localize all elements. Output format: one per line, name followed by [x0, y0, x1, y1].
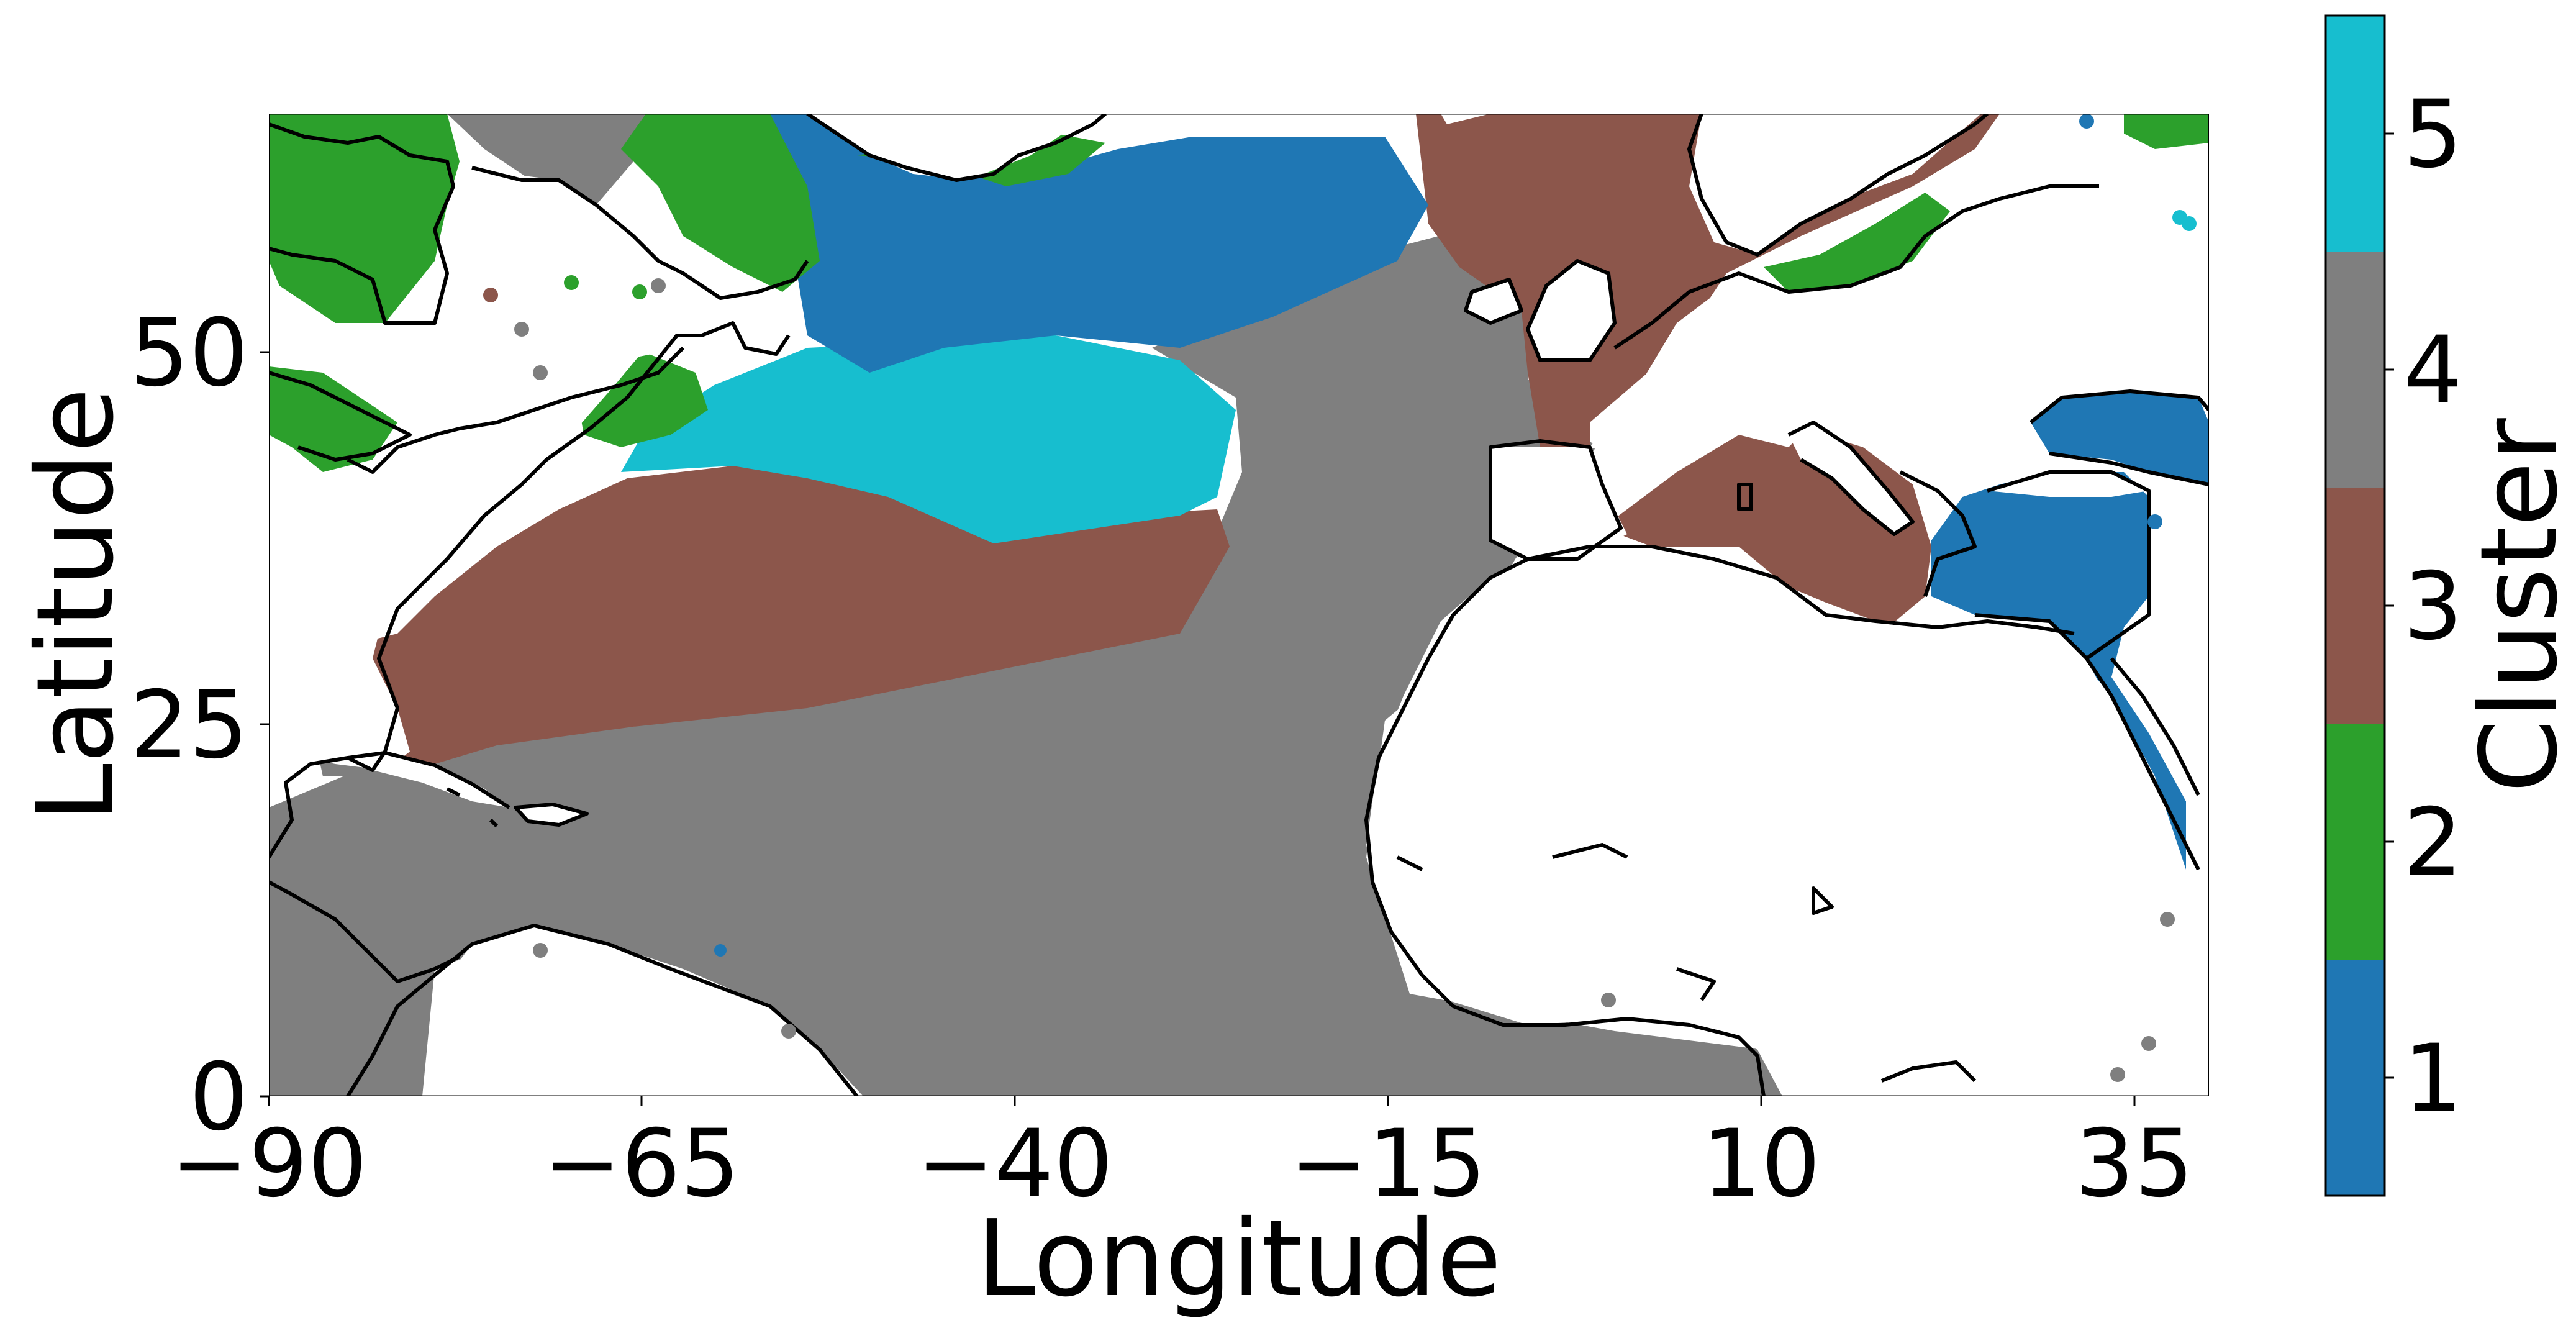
- coastline-sicily: [1737, 483, 1753, 511]
- coastline-black-sea: [2030, 389, 2209, 486]
- coastline-italy: [1787, 421, 1915, 536]
- land-iceland: [1441, 114, 1490, 124]
- region-cluster-1-subpolar: [770, 114, 1428, 373]
- coastline-africa-west: [1364, 557, 1766, 1096]
- coastline-britain: [1464, 259, 1617, 362]
- x-tick-label: −65: [543, 1110, 740, 1218]
- colorbar: 5 4 3 2 1 Cluster: [2324, 14, 2576, 1197]
- land-italy: [1789, 422, 1913, 534]
- region-cluster-4-north: [447, 114, 683, 205]
- land-africa: [1366, 547, 2209, 1096]
- colorbar-label: Cluster: [2458, 418, 2576, 793]
- land-north-america: [269, 298, 671, 857]
- y-tick-label: 0: [189, 1044, 248, 1152]
- scatter-dots: [483, 114, 2197, 1082]
- coastline-greatlakes: [269, 371, 412, 462]
- dot-cluster-4: [533, 943, 548, 958]
- colorbar-tick-label: 5: [2403, 81, 2462, 189]
- dot-cluster-1: [2147, 514, 2162, 529]
- y-tick-label: 50: [130, 299, 248, 407]
- coastline-south-america: [346, 924, 859, 1096]
- land-canada-interior: [385, 168, 782, 410]
- dot-cluster-4: [2160, 912, 2175, 927]
- coastline-red-sea: [2085, 657, 2200, 871]
- coastline-canada: [347, 346, 685, 474]
- x-tick-label: 35: [2075, 1110, 2194, 1218]
- coastline-levant: [1974, 578, 2151, 660]
- colorbar-tick-label: 3: [2403, 553, 2462, 661]
- x-tick-label: −15: [1290, 1110, 1487, 1218]
- coastline-africa-north: [1527, 545, 2075, 635]
- region-cluster-1-blacksea: [2031, 391, 2209, 484]
- x-axis-label: Longitude: [976, 1198, 1502, 1321]
- region-cluster-2-hudson: [269, 114, 460, 323]
- dot-cluster-4: [2110, 1067, 2125, 1082]
- colorbar-tick-label: 4: [2403, 317, 2462, 425]
- coastline-greenland: [806, 114, 1107, 182]
- land-south-america: [429, 926, 863, 1096]
- dot-cluster-4: [533, 365, 548, 380]
- coastline-bahamas: [446, 787, 499, 828]
- region-cluster-2-barents: [2124, 114, 2209, 149]
- land-turkey: [1987, 472, 2149, 497]
- colorbar-segment-1: [2326, 960, 2385, 1196]
- dot-cluster-1: [714, 944, 727, 957]
- coastlines: [269, 114, 2209, 1096]
- coastline-lake-chad: [1812, 886, 1834, 915]
- coastline-turkey: [1987, 470, 2151, 578]
- coastline-labrador: [471, 166, 809, 300]
- y-axis: [260, 351, 269, 1098]
- region-cluster-5-midlatitude: [621, 335, 1236, 543]
- colorbar-tick-label: 2: [2403, 789, 2462, 897]
- coastline-hudson: [269, 122, 455, 325]
- y-axis-label: Latitude: [14, 388, 137, 822]
- coastline-balkans: [1899, 470, 1977, 597]
- coastline-scandinavia: [1687, 114, 1989, 257]
- x-axis: [268, 1096, 2136, 1106]
- region-cluster-2-baltic: [1764, 193, 1950, 292]
- coastline-europe-north: [1613, 184, 2099, 350]
- coastline-central-america: [269, 880, 461, 983]
- coastline-iberia: [1489, 439, 1623, 561]
- y-tick-label: 25: [130, 671, 248, 780]
- colorbar-segment-3: [2326, 488, 2385, 724]
- land-britain: [1528, 261, 1615, 360]
- dot-cluster-4: [781, 1024, 796, 1039]
- x-tick-label: −90: [171, 1110, 368, 1218]
- region-cluster-1-eastern-med: [1931, 472, 2186, 870]
- coastline-north-america-east: [269, 321, 791, 858]
- colorbar-segment-5: [2326, 16, 2385, 252]
- colorbar-tick-label: 1: [2403, 1025, 2462, 1133]
- region-cluster-2-greatlakes: [269, 366, 397, 472]
- region-cluster-2-labrador: [621, 114, 820, 292]
- land-cuba: [348, 752, 509, 807]
- coastline-rift: [1880, 1060, 1977, 1083]
- land-scandinavia: [1689, 114, 1981, 255]
- dot-cluster-5: [2182, 216, 2197, 231]
- x-tick-label: −40: [917, 1110, 1113, 1218]
- land-europe: [1590, 186, 2161, 472]
- dot-cluster-4: [2141, 1036, 2156, 1051]
- dot-cluster-1: [2079, 114, 2094, 129]
- land-greenland: [807, 114, 1093, 180]
- colorbar-segment-4: [2326, 252, 2385, 488]
- x-tick-label: 10: [1702, 1110, 1821, 1218]
- dot-cluster-4: [483, 288, 498, 302]
- land-iberia: [1490, 447, 1627, 559]
- dot-cluster-4: [651, 278, 666, 293]
- dot-cluster-2: [564, 275, 579, 290]
- colorbar-segment-2: [2326, 724, 2385, 960]
- coastline-cuba: [347, 751, 589, 827]
- dot-cluster-4: [514, 322, 529, 337]
- map-panel: [269, 114, 2209, 1096]
- dot-cluster-4: [1601, 993, 1616, 1007]
- dot-cluster-2: [632, 284, 647, 299]
- coastline-niger: [1396, 843, 1716, 1001]
